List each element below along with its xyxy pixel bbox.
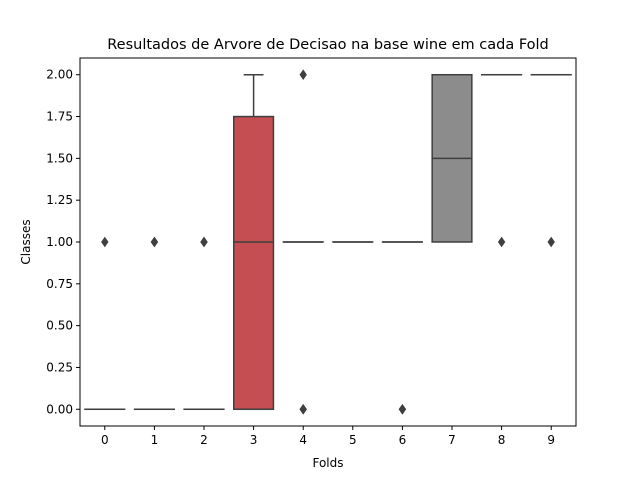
box-fold-3 [233,115,275,411]
outlier-point [398,403,407,415]
outlier-point [547,236,555,248]
x-tick-label: 9 [547,433,555,447]
plot-area: 0.00 0.25 0.50 0.75 1.00 1.25 1.50 1.75 2.00 0 1 2 3… [46,57,577,447]
x-tick-label: 5 [349,433,357,447]
y-tick-label: 1.75 [46,110,73,124]
y-axis-label: Classes [19,219,33,264]
y-tick-label: 0.00 [46,402,73,416]
x-tick-label: 8 [498,433,506,447]
y-tick-label: 2.00 [46,68,73,82]
y-tick-label: 1.25 [46,193,73,207]
y-tick-label: 1.00 [46,235,73,249]
chart-title: Resultados de Arvore de Decisao na base … [107,37,549,53]
y-tick-label: 0.25 [46,360,73,374]
x-tick-label: 4 [299,433,307,447]
outlier-point [299,403,307,415]
x-tick-label: 6 [399,433,407,447]
y-tick-label: 1.50 [46,151,73,165]
outlier-point [150,236,159,248]
outlier-point [200,236,208,248]
x-tick-label: 7 [448,433,456,447]
outlier-point [497,236,506,248]
x-tick-label: 1 [151,433,159,447]
y-tick-label: 0.50 [46,319,73,333]
x-tick-label: 0 [101,433,109,447]
x-tick-label: 3 [250,433,258,447]
x-tick-label: 2 [200,433,208,447]
outlier-point [101,236,109,248]
outlier-point [299,69,307,81]
x-axis-label: Folds [312,456,343,470]
y-tick-label: 0.75 [46,277,73,291]
